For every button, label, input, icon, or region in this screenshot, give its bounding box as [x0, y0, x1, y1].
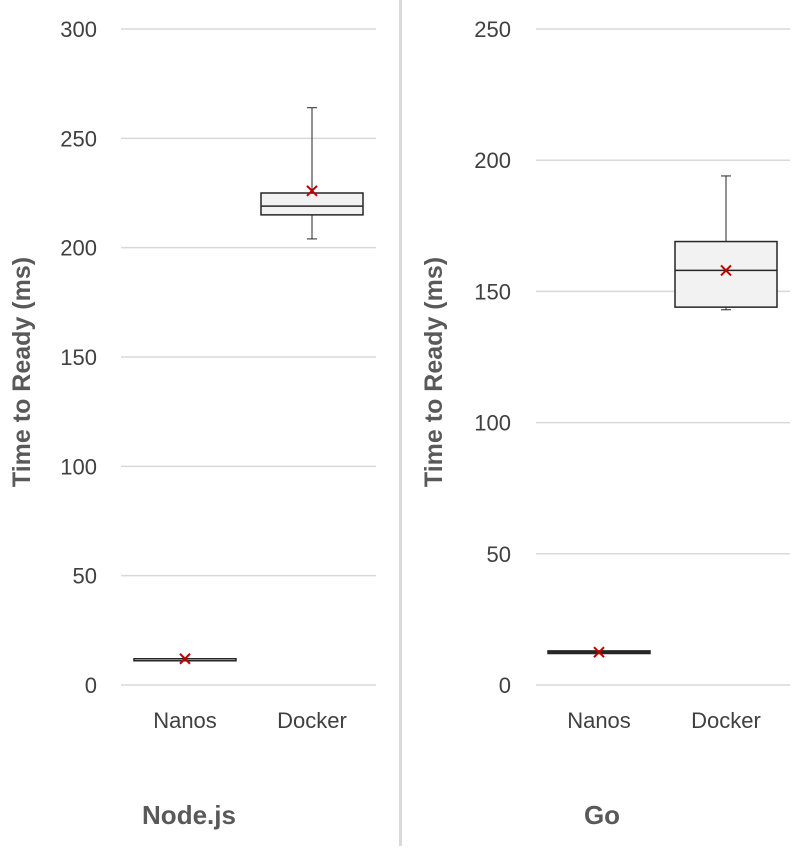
mean-marker-stroke	[720, 264, 732, 277]
x-category-label: Nanos	[567, 708, 631, 733]
y-tick-label: 100	[474, 411, 511, 436]
y-tick-label: 0	[85, 673, 97, 698]
mean-marker-stroke	[593, 646, 605, 658]
y-tick-label: 50	[73, 564, 97, 589]
box-docker	[260, 107, 364, 240]
box-nanos	[133, 653, 237, 665]
y-tick-label: 150	[474, 279, 511, 304]
y-tick-label: 300	[60, 17, 97, 42]
y-tick-label: 0	[499, 673, 511, 698]
chart-panel-1: 0 50 100 150 200 250 300 Nanos Docker Time to Rea…	[8, 17, 376, 830]
mean-marker-stroke	[306, 185, 318, 197]
y-tick-label: 200	[60, 236, 97, 261]
x-category-label: Docker	[277, 708, 347, 733]
box-iqr	[674, 240, 778, 308]
box-docker	[674, 175, 778, 311]
y-tick-label: 50	[487, 542, 511, 567]
mean-marker	[593, 646, 605, 658]
panel-title: Go	[584, 800, 620, 830]
mean-marker	[179, 653, 191, 665]
box-iqr	[260, 192, 364, 216]
y-axis-label: Time to Ready (ms)	[8, 257, 36, 487]
mean-marker	[306, 185, 318, 197]
y-tick-label: 150	[60, 345, 97, 370]
panel-title: Node.js	[142, 800, 236, 830]
x-category-label: Docker	[691, 708, 761, 733]
y-tick-label: 250	[474, 17, 511, 42]
mean-marker-stroke	[179, 653, 191, 665]
y-tick-label: 250	[60, 126, 97, 151]
chart-panel-2: 0 50 100 150 200 250 Nanos Docker Time to Ready …	[420, 17, 790, 830]
y-axis-label: Time to Ready (ms)	[420, 257, 448, 487]
y-tick-label: 100	[60, 454, 97, 479]
x-category-label: Nanos	[153, 708, 217, 733]
y-tick-label: 200	[474, 148, 511, 173]
mean-marker	[720, 264, 732, 277]
box-nanos	[547, 646, 651, 658]
